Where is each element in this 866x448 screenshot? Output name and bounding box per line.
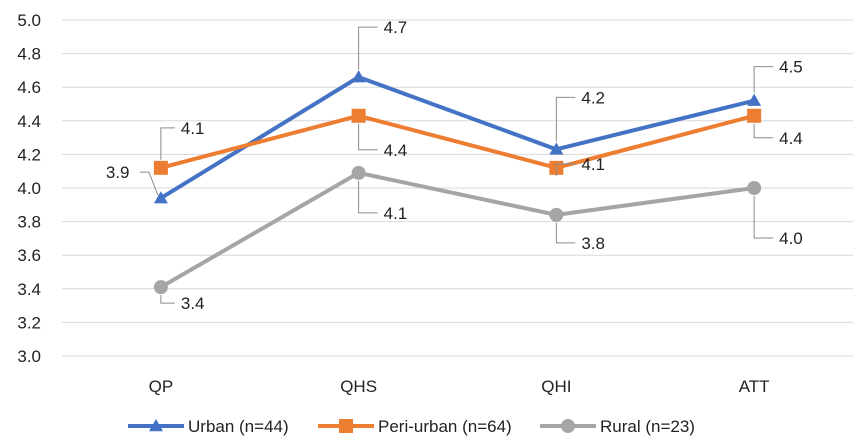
series-line: [158, 170, 757, 290]
x-tick-label: QP: [149, 377, 174, 396]
series-marker: [153, 160, 168, 175]
data-label: 3.8: [581, 234, 605, 253]
legend-label: Urban (n=44): [188, 417, 289, 436]
data-labels: 3.9 4.7 4.2 4.5 4.1 4.4 4.1 4.4 3.4 4.1 3.8 4.0: [106, 18, 803, 313]
series-marker: [153, 280, 168, 295]
y-tick-label: 3.8: [17, 213, 41, 232]
legend-label: Rural (n=23): [600, 417, 695, 436]
y-tick-label: 3.0: [17, 347, 41, 366]
series-group: [153, 70, 762, 204]
y-tick-label: 4.6: [17, 78, 41, 97]
series-marker: [153, 191, 168, 204]
x-tick-label: QHI: [541, 377, 571, 396]
series-group: [153, 108, 762, 175]
series-marker: [549, 207, 564, 222]
data-label: 4.4: [779, 129, 803, 148]
series-line: [158, 75, 757, 201]
data-label-leader: [555, 96, 576, 142]
data-label-leader: [160, 127, 175, 160]
data-label: 4.7: [384, 18, 408, 37]
series-marker: [747, 181, 762, 195]
legend-marker: [149, 419, 163, 432]
y-axis-ticks: 3.0 3.2 3.4 3.6 3.8 4.0 4.2 4.4 4.6 4.8 5.0: [17, 11, 41, 366]
data-label-leader: [358, 180, 378, 214]
y-tick-label: 4.0: [17, 179, 41, 198]
y-tick-label: 5.0: [17, 11, 41, 30]
series-marker: [351, 108, 366, 123]
data-label-leader: [753, 66, 774, 93]
legend-item: Urban (n=44): [128, 417, 289, 436]
data-label: 4.4: [384, 141, 408, 160]
legend-marker: [561, 419, 575, 433]
series-line: [158, 113, 757, 170]
data-label-leader: [753, 196, 774, 239]
data-label: 4.0: [779, 229, 803, 248]
data-label-leader: [139, 171, 159, 196]
series-marker: [549, 142, 564, 155]
series-marker: [351, 70, 366, 83]
y-tick-label: 3.4: [17, 280, 41, 299]
data-label: 3.4: [181, 294, 205, 313]
series-group: [153, 165, 762, 295]
series-marker: [747, 108, 762, 123]
data-label: 4.2: [581, 88, 605, 107]
series-layer: [153, 70, 762, 295]
series-marker: [351, 165, 366, 180]
data-label: 4.1: [581, 155, 605, 174]
data-label-leader: [555, 222, 576, 244]
y-tick-label: 4.2: [17, 145, 41, 164]
data-label-leaders: [139, 26, 774, 304]
data-label-leader: [358, 26, 378, 70]
legend-item: Rural (n=23): [540, 417, 695, 436]
y-tick-label: 3.6: [17, 246, 41, 265]
data-label: 4.5: [779, 58, 803, 77]
data-label-leader: [358, 123, 378, 151]
legend-marker: [339, 419, 353, 433]
y-tick-label: 4.8: [17, 45, 41, 64]
data-label-leader: [753, 123, 774, 139]
x-tick-label: QHS: [340, 377, 377, 396]
legend: Urban (n=44) Peri-urban (n=64) Rural (n=23…: [128, 417, 695, 436]
data-label: 3.9: [106, 163, 130, 182]
grid-layer: [62, 19, 853, 357]
series-marker: [747, 93, 762, 106]
data-label: 4.1: [181, 119, 205, 138]
x-tick-label: ATT: [739, 377, 770, 396]
data-label-leader: [160, 295, 175, 304]
data-label: 4.1: [384, 204, 408, 223]
legend-label: Peri-urban (n=64): [378, 417, 512, 436]
y-tick-label: 4.4: [17, 112, 41, 131]
legend-item: Peri-urban (n=64): [318, 417, 512, 436]
y-tick-label: 3.2: [17, 313, 41, 332]
data-label-leader: [555, 163, 576, 176]
x-axis-ticks: QP QHS QHI ATT: [149, 377, 770, 396]
